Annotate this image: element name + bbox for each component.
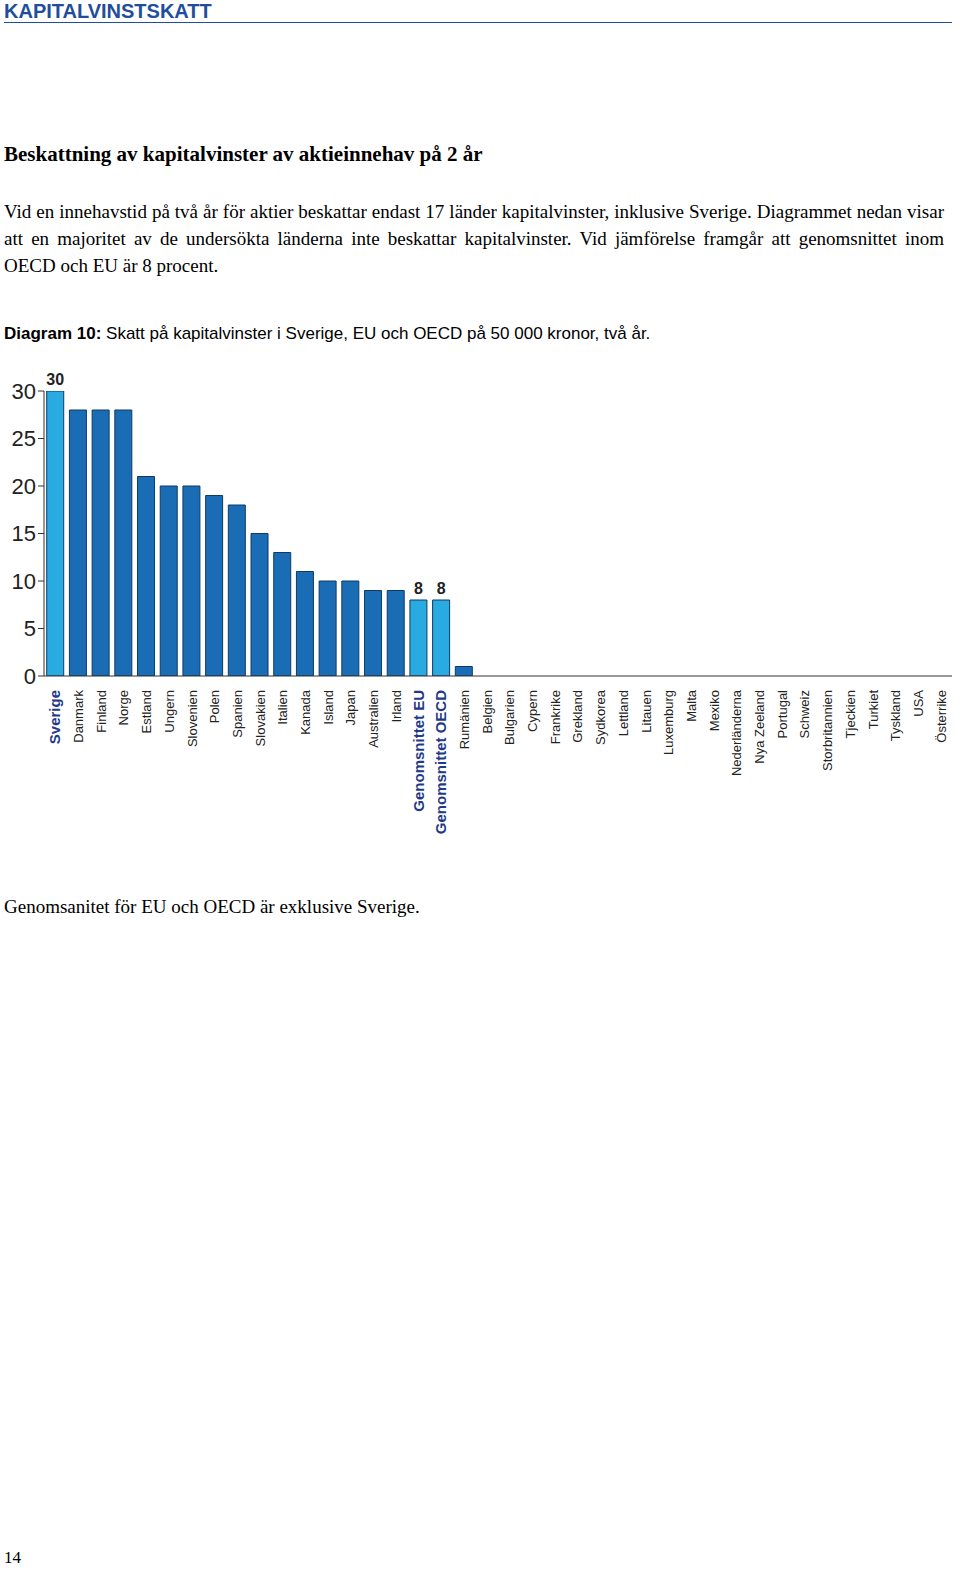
svg-text:5: 5 [24,616,36,641]
svg-text:USA: USA [911,690,926,717]
html-text:Vid en innehavstid på två år f: Vid en innehavstid på två år för aktier … [4,201,944,276]
svg-text:Finland: Finland [94,690,109,733]
svg-text:8: 8 [437,580,446,597]
html-text:KAPITALVINSTSKATT: KAPITALVINSTSKATT [4,0,212,22]
svg-text:Slovakien: Slovakien [253,690,268,746]
svg-text:30: 30 [46,371,64,388]
svg-text:Nederländerna: Nederländerna [729,689,744,776]
svg-text:Tjeckien: Tjeckien [843,690,858,738]
svg-text:0: 0 [24,664,36,689]
svg-text:Ungern: Ungern [162,690,177,733]
svg-text:Italien: Italien [275,690,290,725]
svg-text:Norge: Norge [116,690,131,725]
svg-text:Japan: Japan [343,690,358,725]
svg-text:Turkiet: Turkiet [866,690,881,730]
html-text:Beskattning av kapitalvinster: Beskattning av kapitalvinster av aktiein… [4,142,483,166]
svg-text:10: 10 [12,569,36,594]
svg-text:Island: Island [321,690,336,725]
svg-text:Genomsnittet OECD: Genomsnittet OECD [432,690,449,834]
svg-text:Frankrike: Frankrike [548,690,563,744]
svg-text:Polen: Polen [207,690,222,723]
svg-text:Kanada: Kanada [298,689,313,735]
svg-text:Rumänien: Rumänien [457,690,472,749]
svg-text:Estland: Estland [139,690,154,733]
svg-text:Tyskland: Tyskland [888,690,903,741]
svg-text:Danmark: Danmark [71,690,86,743]
svg-text:Cypern: Cypern [525,690,540,732]
svg-text:Belgien: Belgien [480,690,495,733]
svg-text:8: 8 [414,580,423,597]
html-text:14: 14 [4,1548,21,1567]
svg-text:Lettland: Lettland [616,690,631,736]
svg-text:Mexiko: Mexiko [707,690,722,731]
svg-text:Storbritannien: Storbritannien [820,690,835,771]
html-text:Diagram 10: Skatt på kapitalvi: Diagram 10: Skatt på kapitalvinster i Sv… [4,324,651,343]
svg-text:Bulgarien: Bulgarien [502,690,517,745]
svg-text:Sydkorea: Sydkorea [593,689,608,745]
svg-text:Grekland: Grekland [570,690,585,743]
svg-text:Litauen: Litauen [639,690,654,733]
svg-text:Slovenien: Slovenien [185,690,200,747]
svg-text:Sverige: Sverige [46,690,63,744]
svg-text:25: 25 [12,426,36,451]
svg-text:Genomsnittet EU: Genomsnittet EU [410,690,427,812]
svg-text:Österrike: Österrike [934,690,949,743]
html-text:Genomsanitet för EU och OECD ä: Genomsanitet för EU och OECD är exklusiv… [4,896,420,917]
svg-text:Schweiz: Schweiz [797,690,812,738]
svg-text:Luxemburg: Luxemburg [661,690,676,755]
svg-text:Irland: Irland [389,690,404,723]
svg-text:20: 20 [12,474,36,499]
svg-text:15: 15 [12,521,36,546]
svg-text:Malta: Malta [684,689,699,722]
svg-text:Spanien: Spanien [230,690,245,738]
svg-text:Nya Zeeland: Nya Zeeland [752,690,767,764]
svg-text:Australien: Australien [366,690,381,748]
svg-text:Portugal: Portugal [775,690,790,739]
svg-text:30: 30 [12,379,36,404]
